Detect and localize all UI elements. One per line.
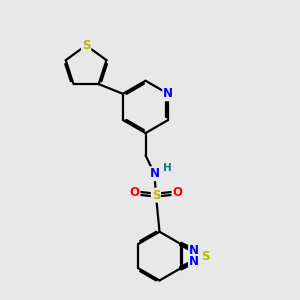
Text: O: O [172,186,182,199]
Text: O: O [130,186,140,199]
Text: N: N [149,167,160,180]
Text: S: S [82,39,90,52]
Text: S: S [201,250,209,262]
Text: N: N [163,87,173,100]
Text: N: N [189,244,199,257]
Text: H: H [163,164,171,173]
Text: N: N [189,255,199,268]
Text: S: S [152,189,160,202]
